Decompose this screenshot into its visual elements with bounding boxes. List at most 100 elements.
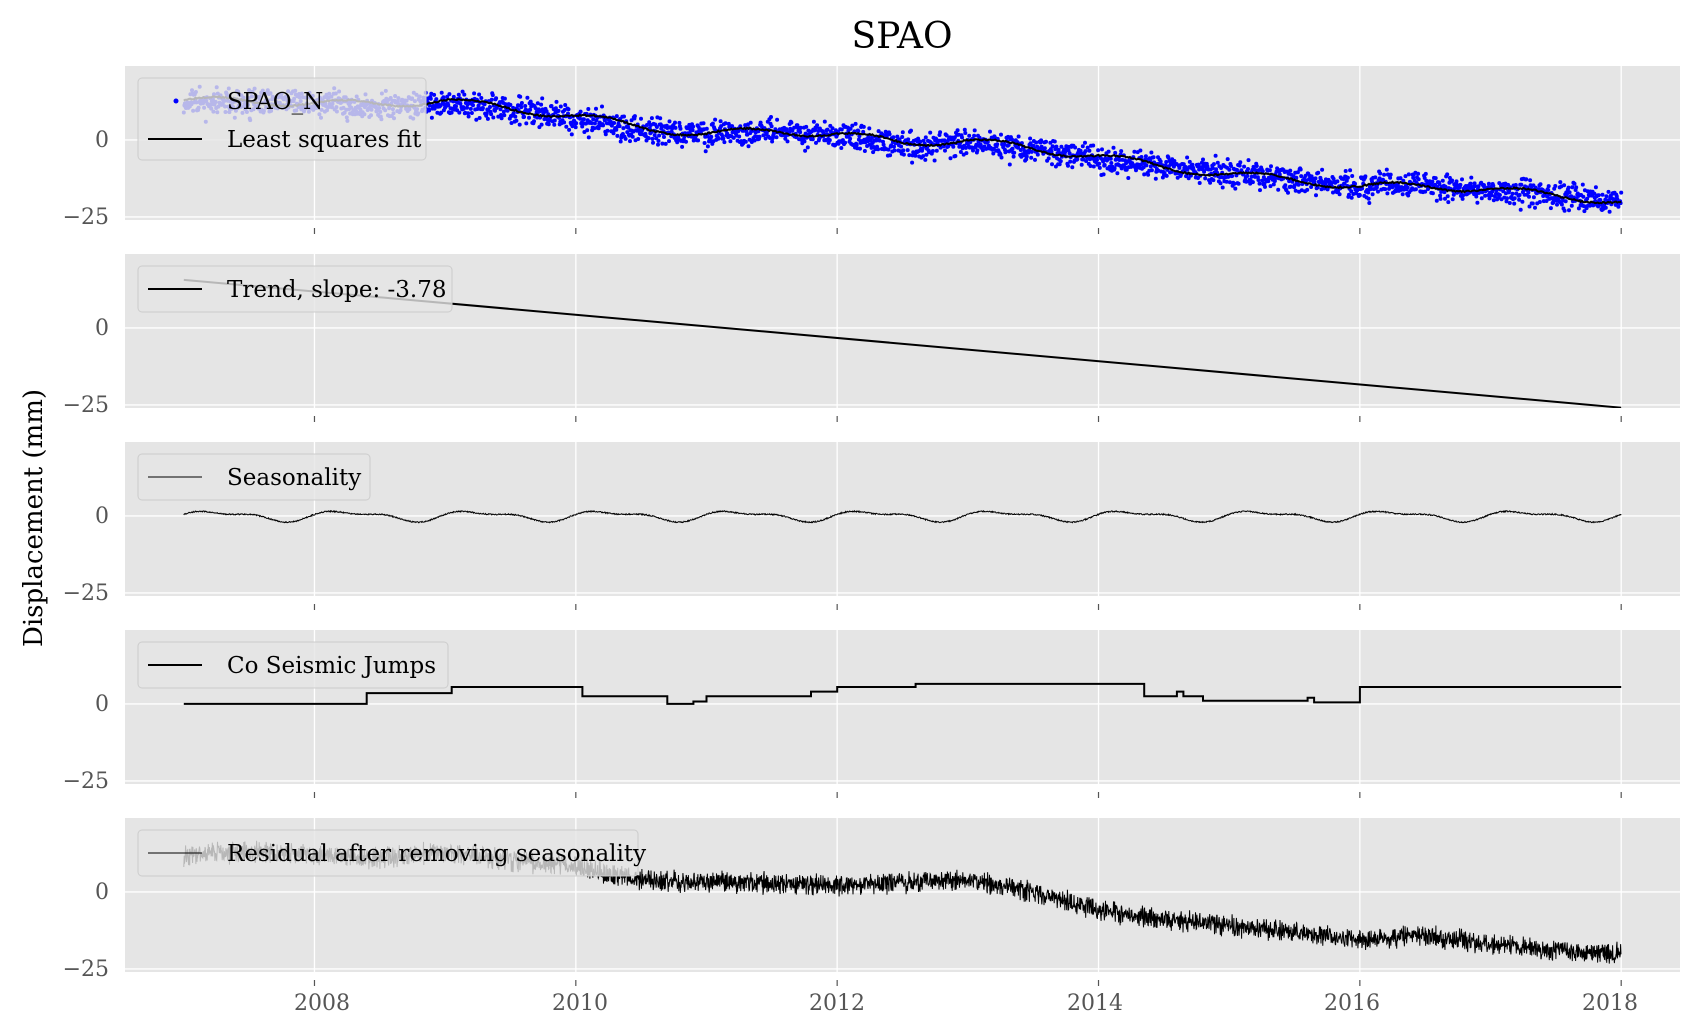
data-point bbox=[1271, 182, 1276, 187]
panel-4: 0 −25 Co Seismic Jumps bbox=[63, 630, 1680, 798]
data-point bbox=[1604, 194, 1609, 199]
data-point bbox=[944, 133, 949, 138]
data-point bbox=[514, 118, 519, 123]
data-point bbox=[1526, 190, 1531, 195]
data-point bbox=[1413, 187, 1418, 192]
data-point bbox=[1238, 160, 1243, 165]
data-point bbox=[1075, 157, 1080, 162]
data-point bbox=[508, 102, 513, 107]
legend-box bbox=[137, 77, 427, 161]
data-point bbox=[1398, 176, 1403, 181]
data-point bbox=[466, 111, 471, 116]
data-point bbox=[967, 133, 972, 138]
y-axis-label: Displacement (mm) bbox=[19, 389, 49, 647]
figure-title: SPAO bbox=[851, 16, 952, 57]
data-point bbox=[848, 126, 853, 131]
data-point bbox=[594, 106, 598, 111]
data-point bbox=[1320, 167, 1325, 172]
data-point bbox=[580, 124, 585, 129]
y-tick-label: 0 bbox=[95, 128, 109, 153]
data-point bbox=[518, 94, 523, 99]
data-point bbox=[1268, 184, 1273, 189]
data-point bbox=[1405, 185, 1410, 190]
data-point bbox=[870, 135, 874, 140]
data-point bbox=[1445, 194, 1450, 199]
data-point bbox=[1474, 194, 1479, 199]
data-point bbox=[567, 127, 572, 132]
data-point bbox=[1437, 182, 1442, 187]
data-point bbox=[1533, 205, 1537, 210]
data-point bbox=[1276, 187, 1281, 192]
data-point bbox=[523, 104, 528, 108]
data-point bbox=[1102, 163, 1107, 167]
data-point bbox=[524, 121, 529, 126]
data-point bbox=[1377, 176, 1382, 181]
data-point bbox=[1370, 179, 1374, 184]
data-point bbox=[1487, 196, 1492, 201]
data-point bbox=[1246, 167, 1250, 171]
data-point bbox=[1057, 162, 1062, 167]
data-point bbox=[1108, 156, 1113, 161]
data-point bbox=[1096, 148, 1101, 153]
data-point bbox=[477, 116, 482, 120]
data-point bbox=[1034, 140, 1039, 145]
plot-area bbox=[183, 682, 1622, 705]
jumps-line bbox=[183, 682, 1622, 705]
data-point bbox=[770, 139, 775, 144]
data-point bbox=[1562, 183, 1567, 188]
data-point bbox=[1269, 164, 1273, 169]
data-point bbox=[458, 101, 463, 106]
data-point bbox=[477, 92, 482, 97]
data-point bbox=[1006, 143, 1011, 147]
data-point bbox=[1245, 173, 1250, 178]
data-point bbox=[1512, 201, 1517, 206]
data-point bbox=[1619, 190, 1624, 195]
data-point bbox=[815, 123, 820, 128]
data-point bbox=[1010, 146, 1015, 151]
data-point bbox=[1548, 206, 1553, 211]
data-point bbox=[1553, 184, 1558, 188]
data-point bbox=[639, 116, 643, 121]
data-point bbox=[1219, 166, 1224, 170]
data-point bbox=[1085, 145, 1090, 150]
data-point bbox=[856, 137, 861, 142]
data-point bbox=[1256, 178, 1261, 182]
data-point bbox=[1088, 164, 1093, 168]
data-point bbox=[774, 135, 779, 140]
data-point bbox=[876, 129, 881, 134]
data-point bbox=[1050, 144, 1055, 149]
data-point bbox=[1287, 179, 1292, 184]
x-tick-labels: 2008 2010 2012 2014 2016 2018 bbox=[294, 991, 1638, 1016]
data-point bbox=[552, 122, 557, 127]
data-point bbox=[871, 150, 876, 155]
data-point bbox=[434, 97, 439, 102]
data-point bbox=[1202, 169, 1207, 174]
data-point bbox=[1298, 167, 1303, 172]
data-point bbox=[1087, 148, 1092, 153]
data-point bbox=[658, 116, 663, 121]
data-point bbox=[535, 115, 540, 120]
data-point bbox=[1446, 200, 1451, 205]
data-point bbox=[1163, 163, 1168, 168]
data-point bbox=[1073, 145, 1078, 150]
data-point bbox=[1126, 176, 1131, 180]
data-point bbox=[1236, 181, 1241, 186]
data-point bbox=[825, 127, 830, 132]
data-point bbox=[586, 135, 591, 140]
data-point bbox=[1091, 143, 1096, 148]
data-point bbox=[491, 115, 496, 120]
plot-area bbox=[183, 509, 1622, 524]
data-point bbox=[1434, 198, 1439, 203]
data-point bbox=[611, 131, 616, 136]
legend-label: Co Seismic Jumps bbox=[227, 653, 436, 679]
data-point bbox=[1567, 208, 1571, 213]
data-point bbox=[938, 130, 943, 135]
data-point bbox=[650, 136, 655, 141]
data-point bbox=[1454, 179, 1459, 184]
data-point bbox=[1028, 141, 1033, 146]
data-point bbox=[585, 128, 590, 133]
data-point bbox=[713, 117, 718, 122]
data-point bbox=[744, 129, 749, 134]
data-point bbox=[1458, 182, 1463, 187]
